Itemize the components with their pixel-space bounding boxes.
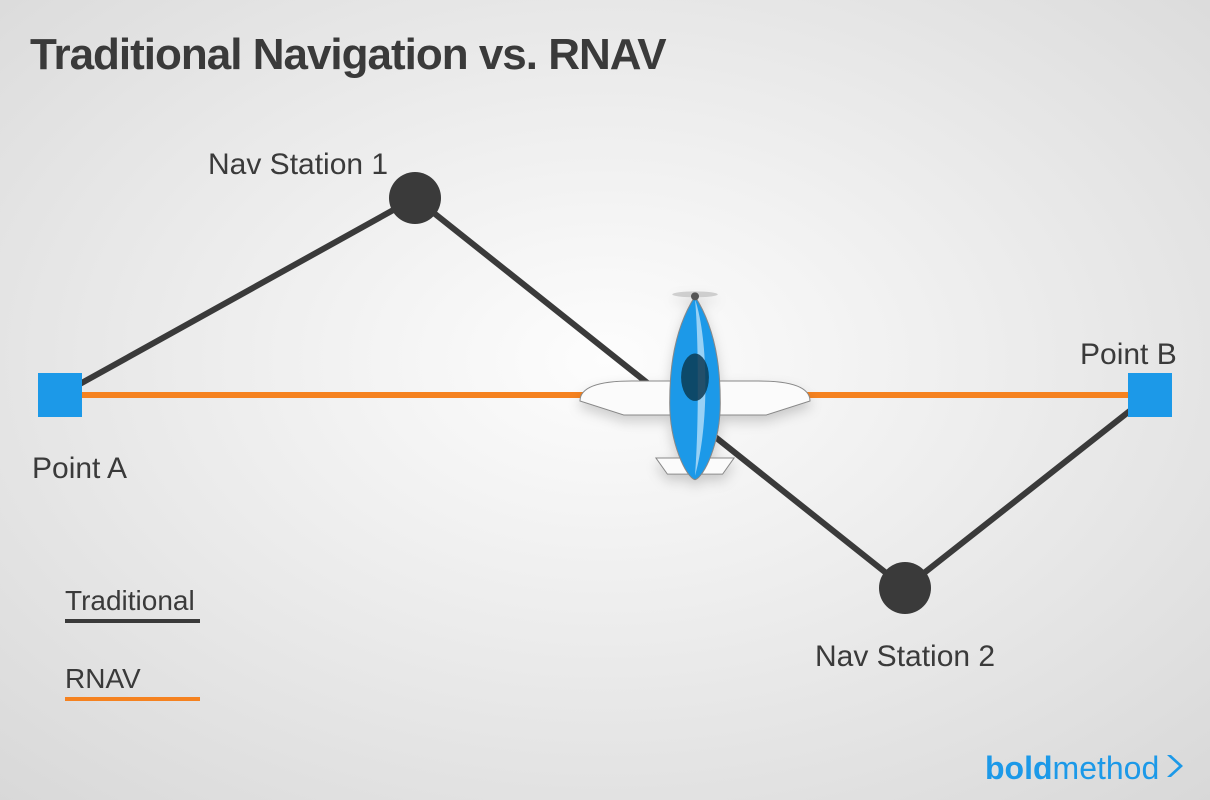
page-title: Traditional Navigation vs. RNAV — [30, 30, 666, 80]
chevron-right-icon — [1165, 750, 1185, 787]
aircraft-canopy — [681, 354, 709, 401]
aircraft-spinner — [691, 292, 699, 300]
legend-item-label: RNAV — [65, 663, 141, 695]
node-label-N1: Nav Station 1 — [208, 148, 388, 182]
diagram-canvas: Traditional Navigation vs. RNAV Point A P… — [0, 0, 1210, 800]
node-label-B: Point B — [1080, 338, 1177, 372]
node-label-A: Point A — [32, 452, 127, 486]
diagram-svg — [0, 0, 1210, 800]
node-B — [1128, 373, 1172, 417]
logo-rest: method — [1053, 750, 1160, 786]
legend-item-label: Traditional — [65, 585, 195, 617]
node-label-N2: Nav Station 2 — [815, 640, 995, 674]
brand-logo: boldmethod — [985, 750, 1185, 787]
logo-bold: bold — [985, 750, 1053, 786]
node-A — [38, 373, 82, 417]
node-N1 — [389, 172, 441, 224]
node-N2 — [879, 562, 931, 614]
